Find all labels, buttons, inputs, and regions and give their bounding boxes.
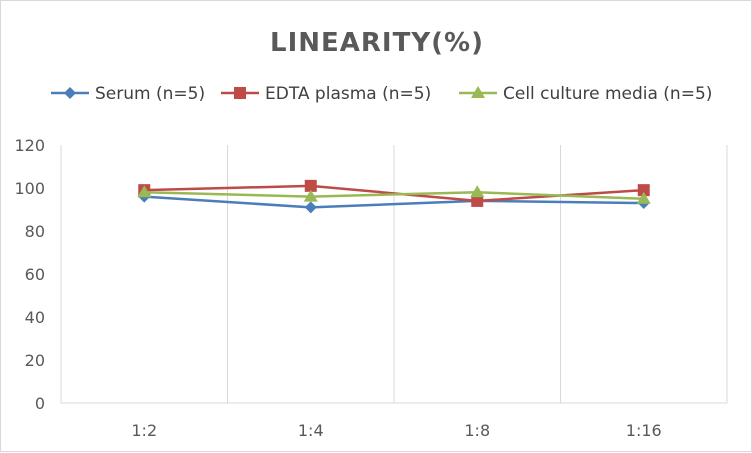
chart-title: LINEARITY(%)	[270, 28, 484, 58]
data-point	[637, 184, 650, 197]
x-tick-label: 1:16	[626, 421, 662, 440]
data-point	[304, 179, 317, 192]
series-2	[137, 185, 651, 204]
legend-item: Serum (n=5)	[51, 84, 205, 104]
legend-item: EDTA plasma (n=5)	[221, 84, 431, 104]
legend-label: EDTA plasma (n=5)	[265, 84, 431, 104]
legend-marker	[234, 87, 246, 99]
axes: 0 20 40 60 80 100 120 1:2 1:4 1:8 1:16	[14, 136, 727, 440]
x-tick-label: 1:2	[131, 421, 157, 440]
legend: Serum (n=5) EDTA plasma (n=5) Cell culture…	[51, 84, 712, 104]
y-tick-label: 120	[14, 136, 45, 155]
x-tick-label: 1:8	[464, 421, 490, 440]
data-point	[137, 185, 152, 198]
legend-label: Serum (n=5)	[95, 84, 205, 104]
y-tick-label: 100	[14, 179, 45, 198]
data-point	[636, 191, 651, 204]
y-tick-label: 60	[25, 265, 45, 284]
legend-label: Cell culture media (n=5)	[503, 84, 712, 104]
data-point	[304, 201, 317, 214]
y-tick-label: 20	[25, 351, 45, 370]
series-group	[137, 179, 651, 214]
data-point	[303, 189, 318, 202]
y-tick-label: 80	[25, 222, 45, 241]
y-tick-label: 40	[25, 308, 45, 327]
legend-marker	[64, 87, 76, 99]
series-line	[144, 191, 644, 200]
data-point	[470, 185, 485, 198]
legend-item: Cell culture media (n=5)	[459, 84, 712, 104]
y-tick-label: 0	[35, 394, 45, 413]
data-point	[471, 194, 484, 207]
legend-marker	[471, 86, 485, 98]
gridlines	[60, 145, 728, 403]
x-tick-label: 1:4	[298, 421, 324, 440]
series-line	[144, 195, 644, 209]
